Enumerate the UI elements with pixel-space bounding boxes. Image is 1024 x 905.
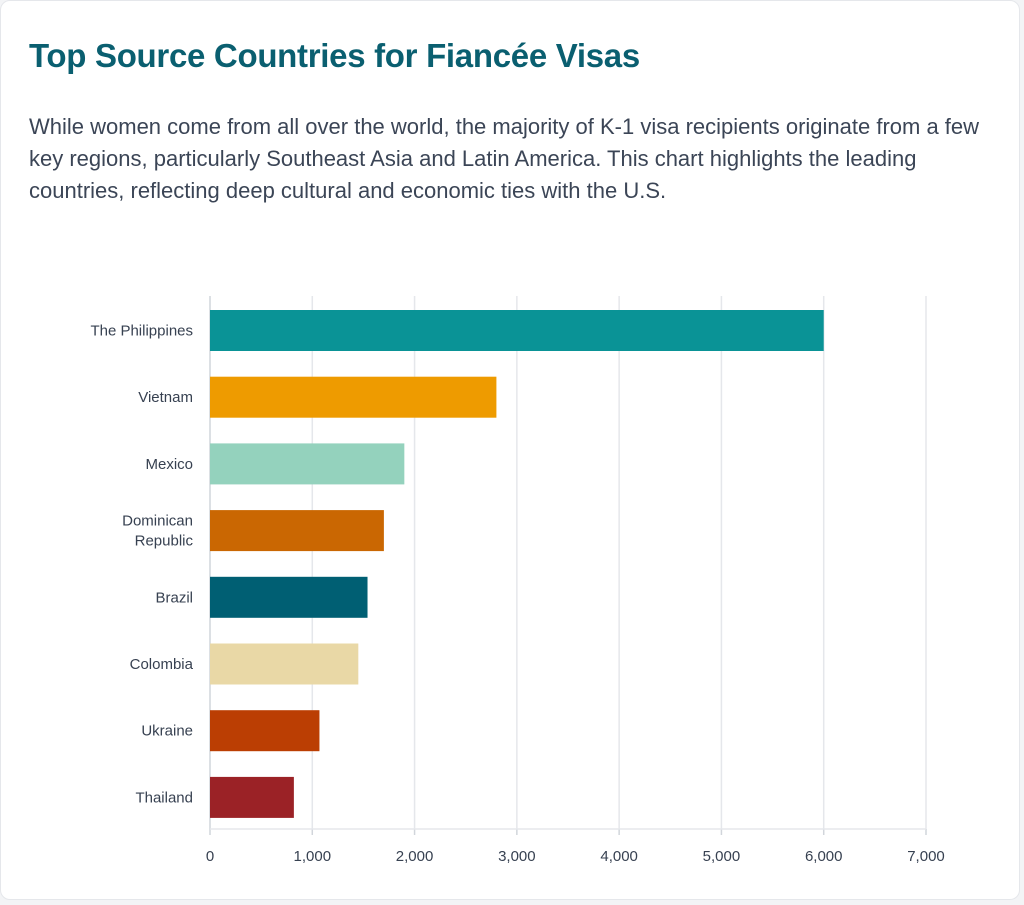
y-tick-label: Colombia bbox=[130, 656, 194, 673]
bar bbox=[210, 643, 359, 685]
x-tick-label: 6,000 bbox=[805, 848, 843, 865]
x-tick-label: 0 bbox=[206, 848, 214, 865]
x-tick-label: 4,000 bbox=[600, 848, 638, 865]
y-tick-label: Brazil bbox=[155, 589, 193, 606]
chart-description: While women come from all over the world… bbox=[29, 114, 980, 203]
y-tick-label: The Philippines bbox=[90, 323, 193, 340]
y-tick-label: Vietnam bbox=[138, 389, 193, 406]
y-tick-label: Thailand bbox=[135, 789, 193, 806]
x-tick-label: 1,000 bbox=[294, 848, 332, 865]
x-tick-label: 5,000 bbox=[703, 848, 741, 865]
bar bbox=[210, 510, 384, 552]
y-tick-label: Republic bbox=[135, 533, 194, 550]
bar bbox=[210, 776, 294, 818]
y-tick-label: Mexico bbox=[145, 456, 193, 473]
x-tick-label: 3,000 bbox=[498, 848, 536, 865]
bar bbox=[210, 376, 497, 418]
bar bbox=[210, 576, 368, 618]
x-tick-label: 7,000 bbox=[907, 848, 945, 865]
bar bbox=[210, 310, 824, 351]
y-tick-label: Ukraine bbox=[141, 723, 193, 740]
bar bbox=[210, 710, 320, 752]
bar bbox=[210, 443, 405, 485]
chart-title: Top Source Countries for Fiancée Visas bbox=[29, 37, 640, 74]
x-tick-label: 2,000 bbox=[396, 848, 434, 865]
y-tick-label: Dominican bbox=[122, 513, 193, 530]
